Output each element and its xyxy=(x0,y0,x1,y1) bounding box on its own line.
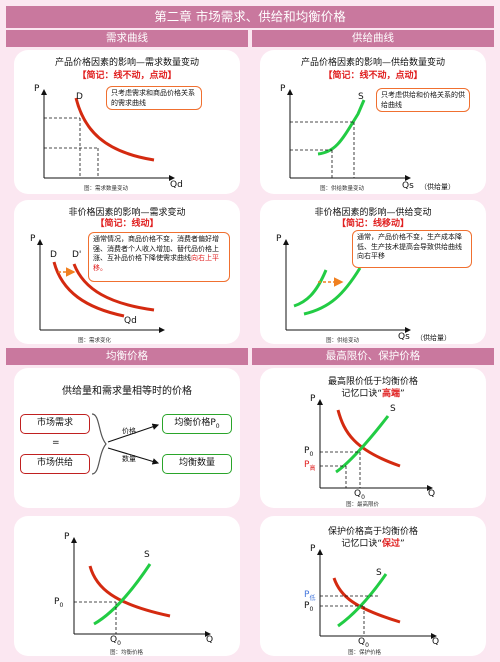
price-floor-card: 保护价格高于均衡价格 记忆口诀“保过” P S Q P低 P0 Q0 图：保护价… xyxy=(260,516,486,656)
axis-p-label: P xyxy=(310,394,316,404)
card-title: 非价格因素的影响—供给变动 xyxy=(314,208,432,218)
p0-label: P0 xyxy=(304,446,314,458)
curve-d-label: D xyxy=(50,250,57,260)
axis-p-label: P xyxy=(276,234,282,244)
axis-qs-label: Qs xyxy=(402,181,414,191)
supply-shift-graph xyxy=(283,239,411,333)
caption: 图：最高限价 xyxy=(346,502,380,508)
equilibrium-graph xyxy=(71,537,211,637)
quantity-arrow-label: 数量 xyxy=(122,455,136,463)
axis-qs-note: （供给量） xyxy=(420,183,455,191)
equilibrium-price-box: 均衡价格P0 xyxy=(162,414,232,434)
mnemonic: 【简记：线动】 xyxy=(95,219,159,229)
card-line2: 记忆口诀“保过” xyxy=(341,539,405,549)
price-ceiling-card: 最高限价低于均衡价格 记忆口诀“高端” P S Q P0 P高 Q0 图：最高限… xyxy=(260,368,486,508)
p-ceiling-label: P高 xyxy=(304,460,316,472)
card-title: 产品价格因素的影响—需求数量变动 xyxy=(54,58,199,68)
equilibrium-quantity-box: 均衡数量 xyxy=(162,454,232,474)
supply-quantity-graph xyxy=(287,89,411,181)
curve-s-label: S xyxy=(358,92,364,102)
mnemonic: 【简记：线不动，点动】 xyxy=(77,71,177,81)
card-heading: 供给量和需求量相等时的价格 xyxy=(62,386,192,397)
demand-quantity-graph xyxy=(41,89,175,181)
axis-p-label: P xyxy=(30,234,36,244)
demand-shift-graph xyxy=(37,239,165,333)
axis-p-label: P xyxy=(280,84,286,94)
section-limits-header: 最高限价、保护价格 xyxy=(252,348,494,365)
caption: 图：供给数量变动 xyxy=(320,186,365,192)
curve-s-label: S xyxy=(144,550,150,560)
demand-quantity-card: 产品价格因素的影响—需求数量变动 【简记：线不动，点动】 P D Qd 只考虑需… xyxy=(14,50,240,194)
card-line2: 记忆口诀“高端” xyxy=(341,389,405,399)
axis-qs-note: （供给量） xyxy=(416,334,451,342)
supply-quantity-card: 产品价格因素的影响—供给数量变动 【简记：线不动，点动】 P S Qs （供给量… xyxy=(260,50,486,194)
axis-qd-label: Qd xyxy=(170,180,183,190)
axis-q-label: Q xyxy=(428,489,436,499)
axis-q-label: Q xyxy=(432,637,440,647)
section-demand-header: 需求曲线 xyxy=(6,30,248,47)
card-line1: 最高限价低于均衡价格 xyxy=(327,377,418,387)
equals-sign: = xyxy=(52,438,60,448)
market-demand-box: 市场需求 xyxy=(20,414,90,434)
callout: 通常，产品价格不变，生产成本降低、生产技术提高会导致供给曲线向右平移 xyxy=(352,230,472,268)
price-arrow-label: 价格 xyxy=(122,427,136,435)
axis-p-label: P xyxy=(34,84,40,94)
callout: 通常情况，商品价格不变，消费者偏好增强、消费者个人收入增加、替代品价格上涨、互补… xyxy=(88,232,230,282)
curve-s-label: S xyxy=(390,404,396,414)
p0-label: P0 xyxy=(304,601,314,613)
caption: 图：均衡价格 xyxy=(110,650,144,656)
axis-p-label: P xyxy=(310,544,316,554)
callout: 只考虑供给和价格关系的供给曲线 xyxy=(376,88,470,112)
section-supply-header: 供给曲线 xyxy=(252,30,494,47)
page-title: 第二章 市场需求、供给和均衡价格 xyxy=(6,6,494,28)
caption: 图：需求数量变动 xyxy=(84,186,129,192)
market-supply-box: 市场供给 xyxy=(20,454,90,474)
equilibrium-flow-diagram xyxy=(91,413,160,475)
callout: 只考虑需求和商品价格关系的需求曲线 xyxy=(106,86,202,110)
caption: 图：供给变动 xyxy=(326,338,360,344)
q0-label: Q0 xyxy=(110,635,121,647)
supply-shift-card: 非价格因素的影响—供给变动 【简记：线移动】 P Qs （供给量） 通常，产品价… xyxy=(260,200,486,344)
demand-shift-card: 非价格因素的影响—需求变动 【简记：线动】 P D D' Qd 通常情况，商品价… xyxy=(14,200,240,344)
axis-qd-label: Qd xyxy=(124,316,137,326)
card-title: 非价格因素的影响—需求变动 xyxy=(68,208,186,218)
mnemonic: 【简记：线不动，点动】 xyxy=(323,71,423,81)
card-title: 产品价格因素的影响—供给数量变动 xyxy=(300,58,445,68)
q0-label: Q0 xyxy=(358,637,369,649)
axis-p-label: P xyxy=(64,532,70,542)
p0-label: P0 xyxy=(54,597,64,609)
price-ceiling-graph xyxy=(317,399,433,491)
curve-s-label: S xyxy=(376,568,382,578)
mnemonic: 【简记：线移动】 xyxy=(336,219,409,229)
section-equilibrium-header: 均衡价格 xyxy=(6,348,248,365)
curve-d-prime-label: D' xyxy=(72,250,82,260)
equilibrium-graph-card: P S Q P0 Q0 图：均衡价格 xyxy=(14,516,240,656)
axis-qs-label: Qs xyxy=(398,332,410,342)
curve-d-label: D xyxy=(76,92,83,102)
caption: 图：保护价格 xyxy=(348,650,382,656)
price-floor-graph xyxy=(317,549,437,639)
p-floor-label: P低 xyxy=(304,590,316,602)
equilibrium-definition-card: 供给量和需求量相等时的价格 市场需求 = 市场供给 价格 数量 均衡价格P0 均… xyxy=(14,368,240,508)
card-line1: 保护价格高于均衡价格 xyxy=(327,527,418,537)
axis-q-label: Q xyxy=(206,635,214,645)
q0-label: Q0 xyxy=(354,489,365,501)
caption: 图：需求变化 xyxy=(78,338,112,344)
